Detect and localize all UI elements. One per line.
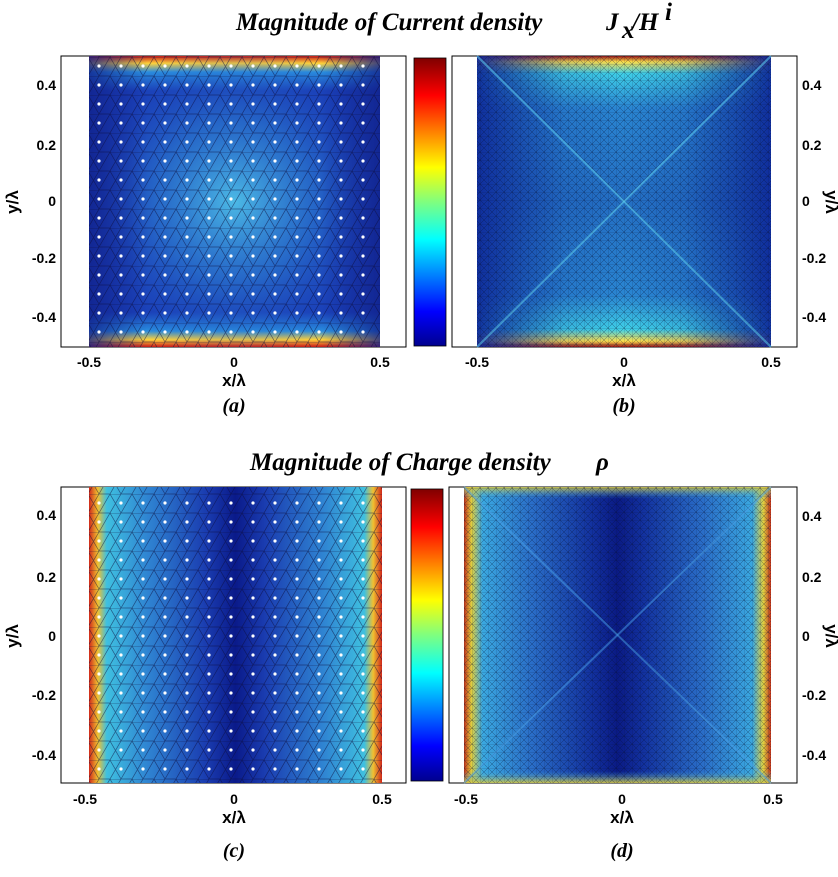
panel-d-xtick--0.5: -0.5	[454, 791, 478, 807]
panel-a-ytick--0.4: -0.4	[32, 309, 56, 325]
panel-a-ytick--0.2: -0.2	[32, 250, 56, 266]
panel-c-mesh	[89, 487, 382, 783]
svg-text:i: i	[665, 0, 672, 26]
colorbar-current	[413, 57, 447, 347]
panel-c: 0.4 0.2 0 -0.2 -0.4 -0.5 0 0.5 x/λ y/λ (…	[3, 486, 407, 862]
panel-c-xtick-0: 0	[230, 791, 238, 807]
panel-b-xtick-0: 0	[620, 354, 628, 370]
panel-a: 0.4 0.2 0 -0.2 -0.4 -0.5 0 0.5 x/λ y/λ (…	[3, 55, 407, 417]
panel-c-xlabel: x/λ	[222, 808, 246, 827]
svg-text:J: J	[605, 9, 620, 36]
panel-b-ytick--0.2: -0.2	[802, 250, 826, 266]
panel-c-caption: (c)	[223, 840, 245, 862]
panel-c-ytick--0.4: -0.4	[32, 747, 56, 763]
panel-c-ytick-0.2: 0.2	[37, 569, 57, 585]
panel-a-yticks: 0.4 0.2 0 -0.2 -0.4	[32, 77, 56, 325]
panel-c-yticks: 0.4 0.2 0 -0.2 -0.4	[32, 507, 56, 763]
panel-b-ytick-0: 0	[802, 193, 810, 209]
panel-c-xticks: -0.5 0 0.5	[73, 791, 392, 807]
panel-c-ytick-0: 0	[48, 628, 56, 644]
panel-a-caption: (a)	[222, 395, 245, 417]
panel-c-ylabel: y/λ	[3, 624, 22, 648]
svg-text:x: x	[621, 17, 635, 44]
panel-a-xticks: -0.5 0 0.5	[77, 354, 390, 370]
panel-d-xtick-0.5: 0.5	[763, 791, 783, 807]
panel-a-xlabel: x/λ	[222, 371, 246, 390]
panel-a-ylabel: y/λ	[3, 190, 22, 214]
panel-d-xticks: -0.5 0 0.5	[454, 791, 783, 807]
panel-b-xtick--0.5: -0.5	[465, 354, 489, 370]
panel-b-xticks: -0.5 0 0.5	[465, 354, 781, 370]
panel-b-ytick--0.4: -0.4	[802, 309, 826, 325]
panel-d-ytick-0.2: 0.2	[802, 569, 822, 585]
panel-d-ytick-0: 0	[802, 628, 810, 644]
svg-text:/H: /H	[630, 9, 660, 36]
panel-b-ylabel: y/λ	[822, 190, 838, 214]
panel-d-ytick-0.4: 0.4	[802, 508, 822, 524]
panel-b-diagonals	[476, 55, 772, 348]
panel-c-ytick--0.2: -0.2	[32, 687, 56, 703]
panel-d-ytick--0.2: -0.2	[802, 687, 826, 703]
panel-a-ytick-0.2: 0.2	[37, 137, 57, 153]
panel-c-xtick-0.5: 0.5	[372, 791, 392, 807]
panel-b-ytick-0.4: 0.4	[802, 77, 822, 93]
svg-text:Magnitude of Current density: Magnitude of Current density	[235, 9, 543, 36]
svg-text:ρ: ρ	[595, 449, 609, 476]
panel-b: 0.4 0.2 0 -0.2 -0.4 -0.5 0 0.5 x/λ y/λ (…	[451, 55, 838, 417]
panel-b-caption: (b)	[612, 395, 635, 417]
panel-a-xtick--0.5: -0.5	[77, 354, 101, 370]
panel-a-xtick-0.5: 0.5	[370, 354, 390, 370]
title-charge-density: Magnitude of Charge density ρ	[249, 449, 609, 476]
panel-b-xlabel: x/λ	[612, 371, 636, 390]
title-current-density: Magnitude of Current density J x /H i	[235, 0, 672, 44]
panel-d-xlabel: x/λ	[610, 808, 634, 827]
panel-d-ytick--0.4: -0.4	[802, 747, 826, 763]
panel-d-caption: (d)	[610, 840, 633, 862]
panel-a-ytick-0.4: 0.4	[37, 77, 57, 93]
panel-a-xtick-0: 0	[230, 354, 238, 370]
panel-b-yticks: 0.4 0.2 0 -0.2 -0.4	[802, 77, 826, 325]
panel-d-diagonals	[463, 486, 772, 784]
panel-c-ytick-0.4: 0.4	[37, 507, 57, 523]
panel-d-xtick-0: 0	[618, 791, 626, 807]
panel-a-ytick-0: 0	[48, 193, 56, 209]
panel-d-ylabel: y/λ	[822, 624, 838, 648]
panel-d-yticks: 0.4 0.2 0 -0.2 -0.4	[802, 508, 826, 763]
panel-a-mesh	[89, 56, 380, 347]
panel-b-ytick-0.2: 0.2	[802, 137, 822, 153]
panel-b-xtick-0.5: 0.5	[761, 354, 781, 370]
panel-c-xtick--0.5: -0.5	[73, 791, 97, 807]
svg-text:Magnitude of Charge density: Magnitude of Charge density	[249, 449, 552, 476]
panel-d: 0.4 0.2 0 -0.2 -0.4 -0.5 0 0.5 x/λ y/λ (…	[448, 486, 838, 862]
colorbar-charge	[410, 488, 444, 782]
